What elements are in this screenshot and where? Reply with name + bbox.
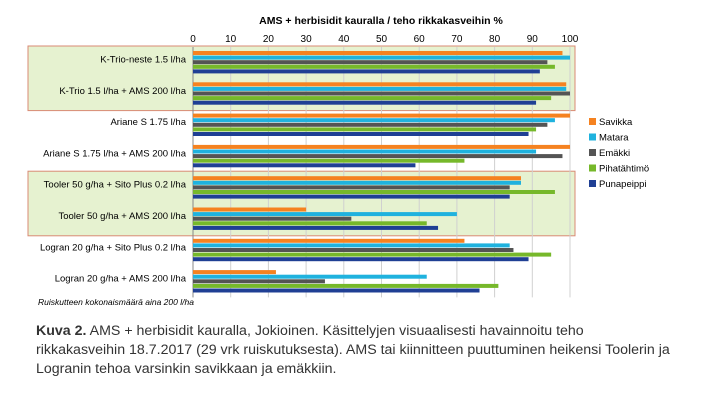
bar	[193, 69, 540, 74]
bar	[193, 51, 563, 55]
bar	[193, 216, 352, 221]
bar	[193, 176, 521, 181]
x-tick-label: 40	[338, 34, 350, 45]
bar	[193, 238, 465, 243]
bar	[193, 163, 416, 168]
x-tick-label: 10	[225, 34, 237, 45]
category-label: Ariane S 1.75 l/ha + AMS 200 l/ha	[43, 148, 187, 159]
bar	[193, 55, 570, 60]
bar	[193, 212, 457, 217]
bar	[193, 225, 439, 230]
category-label: Logran 20 g/ha + AMS 200 l/ha	[55, 274, 187, 285]
chart-title: AMS + herbisidit kauralla / teho rikkaka…	[259, 15, 503, 27]
x-tick-label: 0	[190, 34, 196, 45]
bar	[193, 86, 567, 91]
bar	[193, 132, 529, 136]
bar	[193, 283, 499, 288]
legend-label: Punapeippi	[599, 179, 647, 190]
bar	[193, 257, 529, 262]
x-tick-label: 70	[451, 34, 463, 45]
bar	[193, 91, 570, 96]
bar	[193, 274, 427, 279]
footnote: Ruiskutteen kokonaismäärä aina 200 l/ha	[38, 297, 194, 307]
legend-swatch	[589, 149, 596, 156]
bar	[193, 194, 510, 199]
bar	[193, 207, 307, 212]
legend-swatch	[589, 180, 596, 187]
bar	[193, 118, 555, 123]
bar	[193, 82, 567, 87]
category-label: Logran 20 g/ha + Sito Plus 0.2 l/ha	[40, 242, 187, 253]
category-label: K-Trio-neste 1.5 l/ha	[100, 55, 186, 66]
legend-label: Savikka	[599, 117, 633, 128]
caption-label: Kuva 2.	[36, 323, 87, 339]
category-label: Tooler 50 g/ha + AMS 200 l/ha	[58, 211, 186, 222]
caption-text: AMS + herbisidit kauralla, Jokioinen. Kä…	[36, 323, 670, 377]
bar	[193, 185, 510, 190]
x-tick-label: 90	[527, 34, 539, 45]
legend-label: Pihatähtimö	[599, 164, 649, 175]
bars	[193, 51, 570, 293]
bar	[193, 60, 548, 65]
highlight-boxes	[27, 45, 576, 237]
category-label: Tooler 50 g/ha + Sito Plus 0.2 l/ha	[44, 180, 187, 191]
bar	[193, 243, 510, 248]
x-tick-label: 50	[376, 34, 388, 45]
x-tick-label: 100	[562, 34, 579, 45]
x-tick-label: 30	[301, 34, 313, 45]
bar	[193, 113, 570, 118]
bar	[193, 127, 537, 132]
bar	[193, 154, 563, 159]
legend-label: Matara	[599, 133, 629, 144]
bar	[193, 270, 276, 275]
bar	[193, 190, 555, 194]
bar	[193, 180, 521, 185]
x-tick-labels: 0 10 20 30 40 50 60 70 80 90 100	[190, 34, 579, 45]
bar	[193, 149, 537, 154]
bar	[193, 96, 552, 101]
bar-chart: AMS + herbisidit kauralla / teho rikkaka…	[27, 15, 649, 307]
legend-label: Emäkki	[599, 148, 630, 159]
category-label: K-Trio 1.5 l/ha + AMS 200 l/ha	[59, 86, 186, 97]
bar	[193, 252, 552, 257]
bar	[193, 279, 325, 284]
legend-swatch	[589, 164, 596, 172]
x-tick-label: 60	[414, 34, 426, 45]
x-tick-label: 20	[263, 34, 275, 45]
bar	[193, 122, 548, 127]
x-tick-label: 80	[489, 34, 501, 45]
figure-caption: Kuva 2. AMS + herbisidit kauralla, Jokio…	[36, 322, 676, 379]
bar	[193, 64, 555, 69]
bar	[193, 100, 537, 105]
legend: Savikka Matara Emäkki Pihatähtimö Punapeippi	[589, 117, 649, 190]
legend-swatch	[589, 133, 596, 141]
bar	[193, 288, 480, 293]
bar	[193, 158, 465, 163]
legend-swatch	[589, 118, 596, 125]
category-label: Ariane S 1.75 l/ha	[110, 117, 186, 128]
category-labels: K-Trio-neste 1.5 l/ha K-Trio 1.5 l/ha + A…	[40, 55, 187, 285]
bar	[193, 144, 570, 149]
bar	[193, 221, 427, 226]
bar	[193, 248, 514, 252]
